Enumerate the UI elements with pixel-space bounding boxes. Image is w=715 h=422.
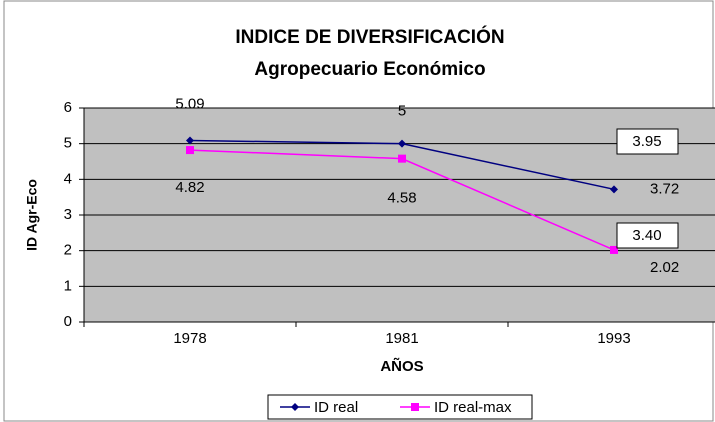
marker [610, 185, 618, 194]
marker [186, 136, 194, 145]
y-tick-label: 6 [64, 99, 72, 116]
marker [398, 154, 406, 163]
marker [186, 146, 194, 155]
x-tick-label: 1993 [597, 330, 630, 347]
legend-label: ID real-max [434, 399, 512, 416]
x-axis-label: AÑOS [380, 357, 423, 375]
marker [610, 245, 618, 254]
y-axis-label: ID Agr-Eco [24, 179, 40, 251]
data-label: 4.58 [387, 190, 416, 207]
annotation: 3.95 [632, 133, 661, 150]
y-tick-label: 4 [64, 170, 72, 187]
x-tick-label: 1978 [173, 330, 206, 347]
y-tick-label: 5 [64, 135, 72, 152]
data-label: 2.02 [650, 259, 679, 276]
x-tick-label: 1981 [385, 330, 418, 347]
y-tick-label: 3 [64, 206, 72, 223]
data-label: 5 [398, 103, 406, 120]
marker [398, 139, 406, 148]
marker [411, 403, 419, 411]
chart-title: INDICE DE DIVERSIFICACIÓN [235, 26, 504, 48]
chart-subtitle: Agropecuario Económico [254, 59, 485, 80]
y-tick-label: 1 [64, 277, 72, 294]
marker [291, 403, 299, 411]
annotation-box [616, 128, 679, 155]
data-label: 5.09 [175, 95, 204, 112]
legend-label: ID real [314, 399, 358, 416]
data-label: 3.72 [650, 180, 679, 197]
annotation-box [616, 222, 679, 249]
y-tick-label: 0 [64, 313, 72, 330]
data-label: 4.82 [175, 179, 204, 196]
annotation: 3.40 [632, 227, 661, 244]
y-tick-label: 2 [64, 242, 72, 259]
